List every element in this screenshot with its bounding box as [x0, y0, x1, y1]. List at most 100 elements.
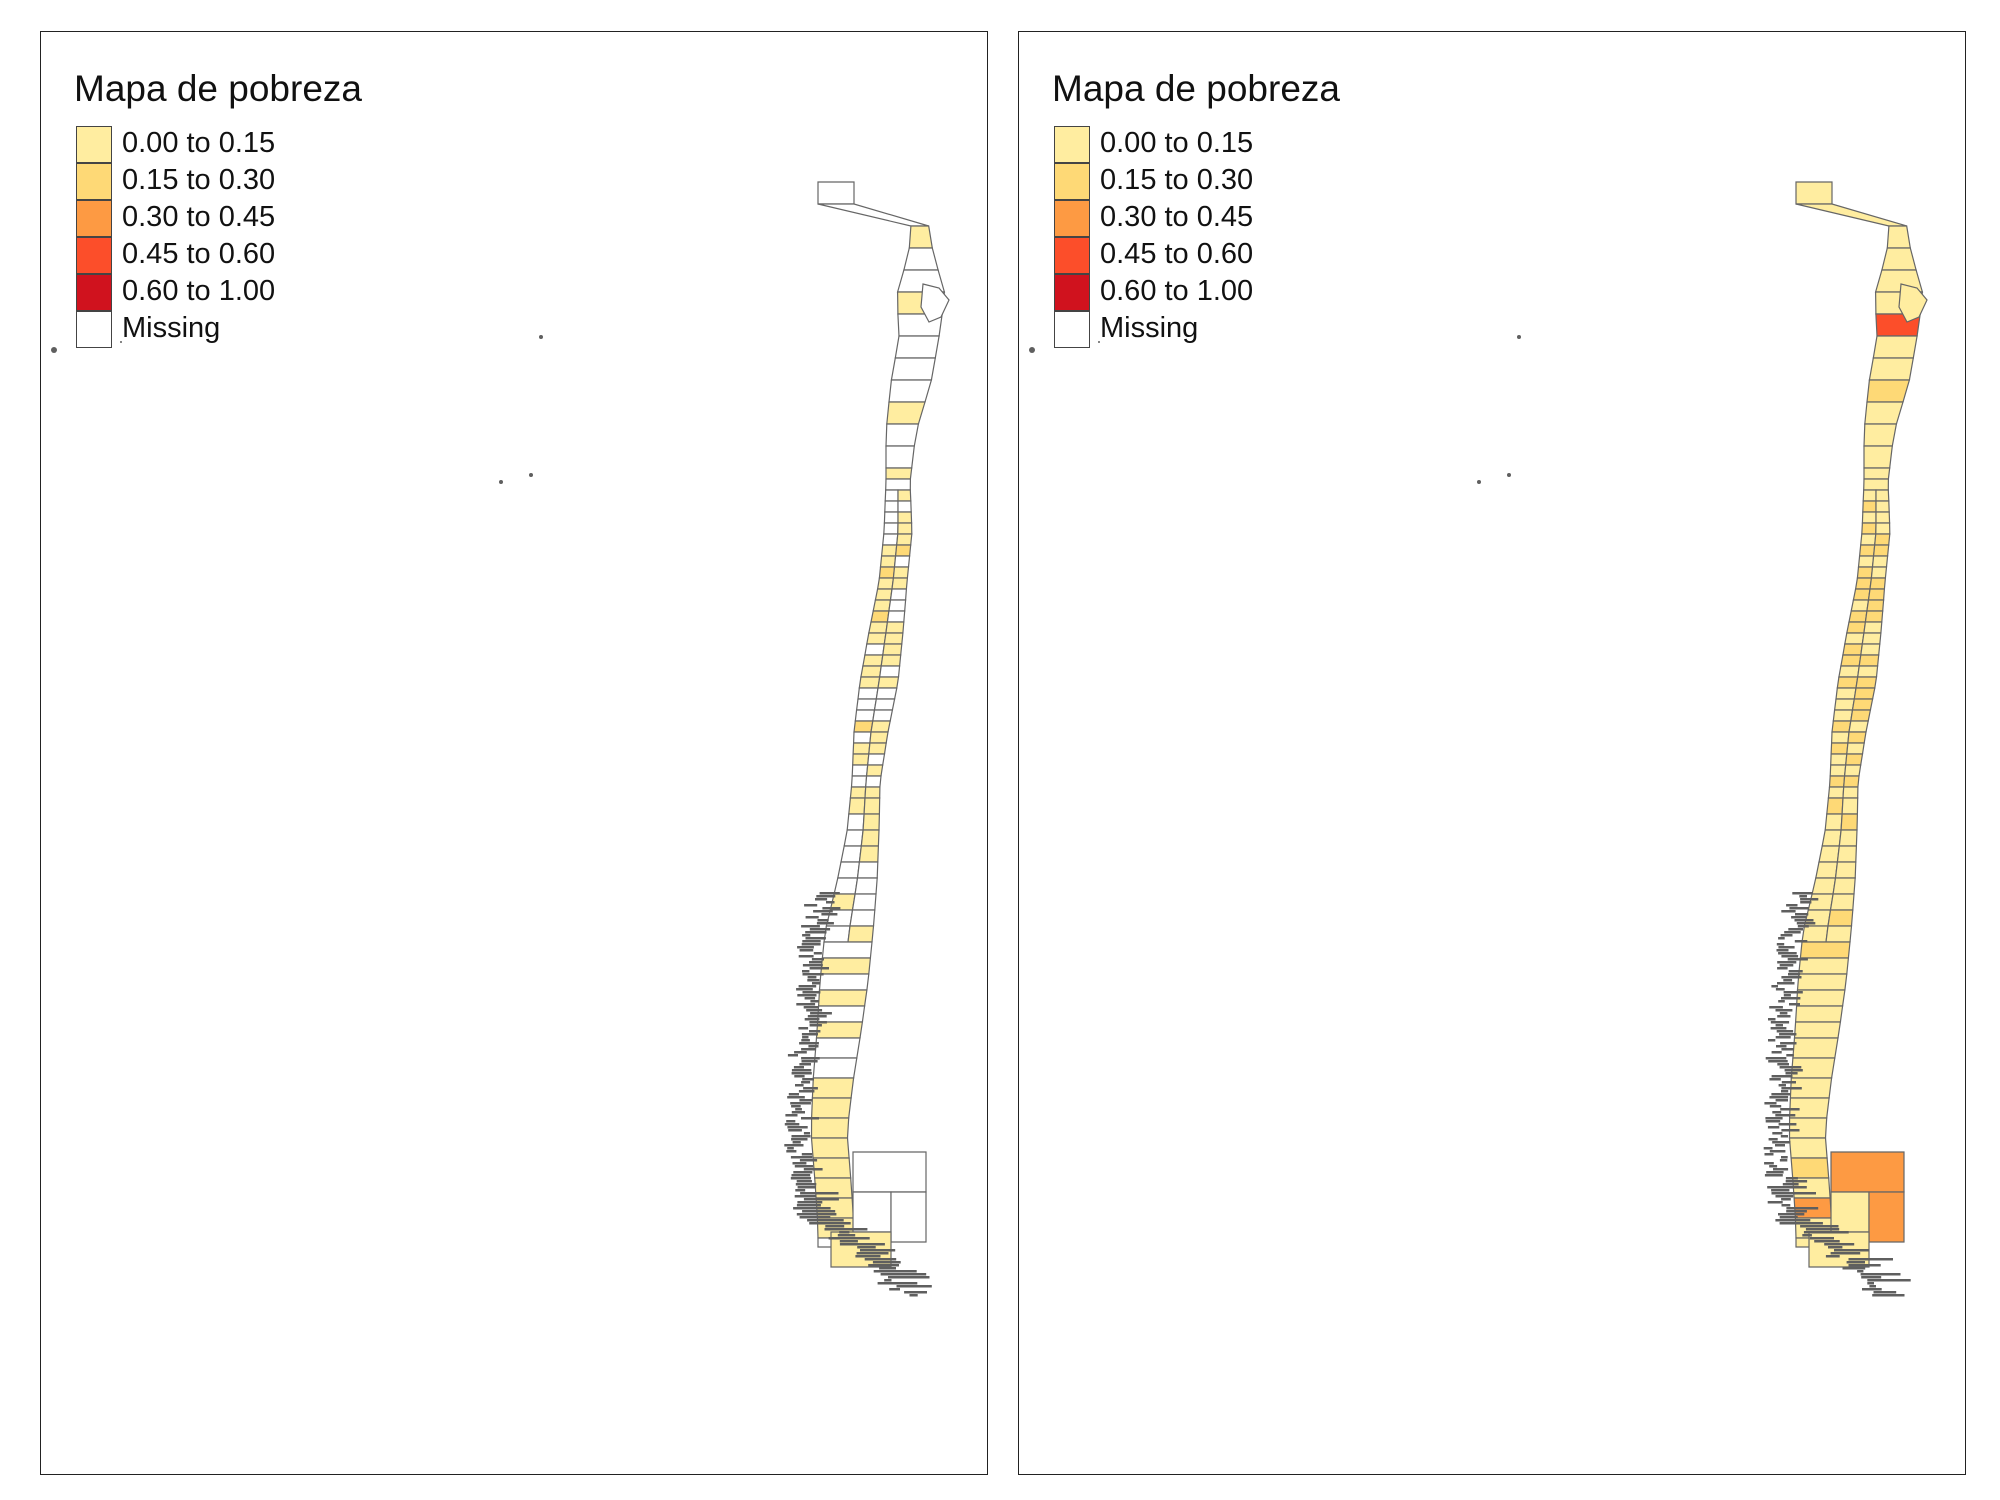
comuna [865, 764, 884, 777]
comuna [817, 203, 929, 227]
coast-segment [795, 1084, 804, 1087]
coast-segment [799, 1159, 818, 1162]
comuna [1830, 731, 1850, 744]
comuna [903, 247, 939, 271]
coast-segment [802, 991, 821, 994]
comuna [885, 423, 920, 447]
comuna [897, 522, 913, 535]
legend-label: 0.30 to 0.45 [1100, 201, 1254, 233]
coast-segment [791, 1135, 811, 1138]
comuna [1875, 511, 1891, 524]
comuna [1815, 861, 1839, 879]
coast-segment [1800, 898, 1819, 901]
comuna [1792, 1037, 1839, 1059]
coast-segment [787, 1147, 794, 1150]
coast-segment [1771, 1051, 1782, 1054]
coast-segment [828, 1237, 870, 1240]
comuna [920, 283, 950, 323]
coast-segment [812, 982, 821, 985]
comuna [1870, 566, 1888, 579]
coast-segment [1769, 1165, 1778, 1168]
coast-segment [1767, 1126, 1780, 1129]
comuna [1830, 1151, 1905, 1193]
coast-segment [802, 973, 824, 976]
coast-segment [1800, 1225, 1839, 1228]
comuna [1860, 533, 1877, 546]
comuna [1871, 555, 1889, 568]
coast-segment [785, 1114, 798, 1117]
coast-segment [873, 1270, 917, 1273]
coast-segment [1770, 1027, 1787, 1030]
coast-segment [1779, 1222, 1823, 1225]
coast-segment [802, 1036, 809, 1039]
comuna [1861, 632, 1882, 645]
coast-segment [804, 997, 816, 1000]
comuna [1851, 698, 1874, 711]
coast-segment [1765, 1120, 1781, 1123]
comuna [1868, 1191, 1905, 1243]
coast-segment [888, 1276, 930, 1279]
comuna [864, 786, 881, 799]
coast-segment [1777, 1015, 1791, 1018]
coast-segment [806, 1009, 823, 1012]
coast-segment [1772, 1132, 1783, 1135]
comuna [874, 588, 893, 601]
coast-segment [1857, 1270, 1864, 1273]
coast-segment [802, 970, 810, 973]
comuna [847, 925, 875, 943]
comuna [1863, 478, 1890, 491]
coast-segment [799, 1216, 831, 1219]
coast-segment [904, 1291, 927, 1294]
comuna [885, 621, 905, 634]
coast-segment [1764, 1162, 1774, 1165]
coast-segment [1848, 1264, 1881, 1267]
coast-segment [1778, 1213, 1805, 1216]
coast-segment [1779, 1012, 1788, 1015]
coast-segment [1778, 946, 1795, 949]
comuna [884, 500, 899, 513]
comuna [840, 845, 862, 863]
comuna [1788, 1137, 1828, 1159]
coast-segment [816, 895, 836, 898]
comuna [893, 555, 911, 568]
coast-segment [790, 1177, 812, 1180]
comuna [852, 1191, 892, 1233]
comuna [1868, 357, 1915, 381]
coast-segment [822, 907, 841, 910]
coast-segment [864, 1258, 897, 1261]
coast-segment [803, 1087, 818, 1090]
coast-segment [860, 1249, 896, 1252]
coast-segment [879, 1267, 896, 1270]
comunas-layer [1029, 181, 1928, 1297]
legend-swatch [76, 274, 112, 311]
coast-segment [809, 967, 829, 970]
coast-segment [804, 1018, 820, 1021]
coast-segment [803, 1198, 839, 1201]
coast-segment [1771, 1192, 1816, 1195]
comuna [1801, 925, 1829, 943]
coast-segment [796, 1180, 812, 1183]
comuna [1852, 588, 1871, 601]
coast-segment [824, 1228, 868, 1231]
comuna [1846, 621, 1867, 634]
coast-segment [1861, 1276, 1882, 1279]
island [1507, 473, 1511, 477]
comuna [875, 687, 898, 700]
comuna [1843, 764, 1862, 777]
coast-segment [810, 1012, 832, 1015]
comuna [1818, 845, 1840, 863]
coast-segment [799, 1042, 819, 1045]
coast-segment [797, 1201, 823, 1204]
comuna [1864, 401, 1904, 425]
coast-segment [1869, 1285, 1876, 1288]
coast-segment [1777, 982, 1795, 985]
map-title: Mapa de pobreza [1052, 68, 1340, 109]
coast-segment [791, 1111, 805, 1114]
coast-segment [1830, 1252, 1861, 1255]
comuna [896, 533, 913, 546]
coast-segment [791, 1105, 801, 1108]
coast-segment [1789, 1003, 1800, 1006]
coast-segment [1771, 1093, 1791, 1096]
coast-segment [803, 1132, 810, 1135]
coast-segment [1770, 1021, 1790, 1024]
